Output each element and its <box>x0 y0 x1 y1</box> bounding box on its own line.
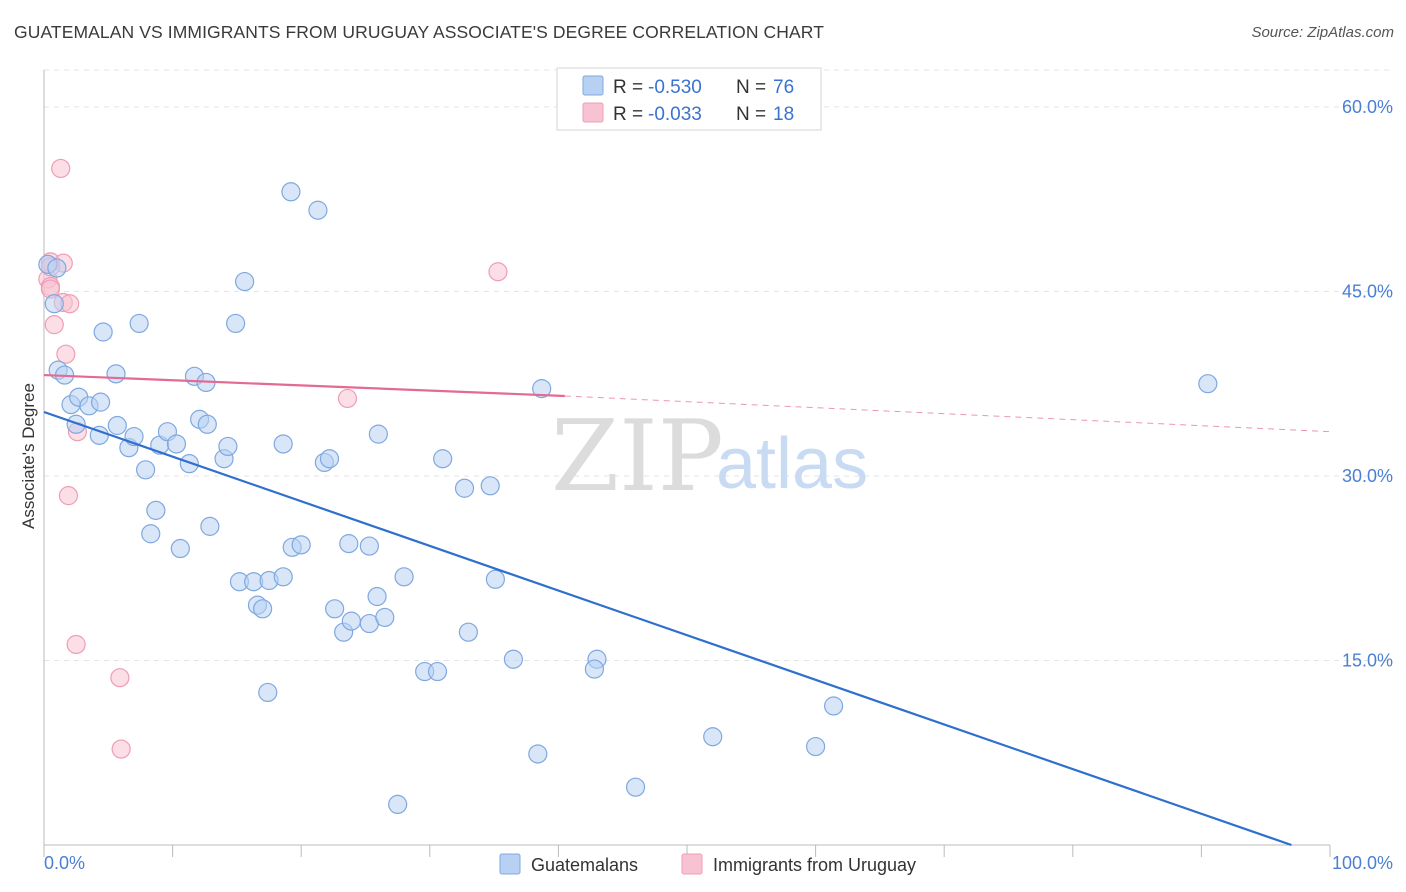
legend-r-value-2: -0.033 <box>648 104 702 125</box>
data-point-guatemalans <box>235 271 255 292</box>
watermark: ZIP atlas <box>551 400 868 514</box>
data-point-guatemalans <box>166 434 187 454</box>
data-point-guatemalans <box>107 415 127 436</box>
data-point-guatemalans <box>325 599 345 619</box>
y-axis-label: Associate's Degree <box>19 383 38 529</box>
data-point-guatemalans <box>359 536 379 556</box>
data-point-uruguay <box>488 262 508 282</box>
y-tick-label: 45.0% <box>1342 281 1393 301</box>
data-point-guatemalans <box>433 449 453 469</box>
data-point-guatemalans <box>47 258 67 278</box>
watermark-atlas: atlas <box>716 424 868 504</box>
data-point-guatemalans <box>454 478 475 498</box>
data-point-guatemalans <box>375 607 395 628</box>
watermark-zip: ZIP <box>551 400 724 514</box>
data-point-guatemalans <box>129 313 149 334</box>
data-point-guatemalans <box>703 727 723 747</box>
bottom-legend-label-guatemalans: Guatemalans <box>531 855 638 875</box>
legend-n-label-2: N = <box>736 104 766 125</box>
data-point-guatemalans <box>824 696 844 716</box>
bottom-legend: Guatemalans Immigrants from Uruguay <box>499 853 916 875</box>
y-tick-labels: 15.0% 30.0% 45.0% 60.0% <box>1342 97 1393 671</box>
data-point-guatemalans <box>93 322 113 342</box>
legend-n-value-1: 76 <box>773 77 794 98</box>
data-point-guatemalans <box>480 476 500 496</box>
bottom-legend-label-uruguay: Immigrants from Uruguay <box>713 855 916 875</box>
data-point-guatemalans <box>44 294 64 314</box>
data-point-guatemalans <box>485 569 505 589</box>
data-point-guatemalans <box>218 436 238 457</box>
data-point-guatemalans <box>528 744 548 764</box>
chart-title: GUATEMALAN VS IMMIGRANTS FROM URUGUAY AS… <box>14 22 825 42</box>
data-point-guatemalans <box>146 500 166 520</box>
legend-swatch-pink <box>582 102 604 123</box>
bottom-legend-swatch-blue <box>499 853 521 875</box>
legend-n-value-2: 18 <box>773 104 794 125</box>
data-point-guatemalans <box>584 659 605 679</box>
data-point-guatemalans <box>308 200 328 220</box>
data-point-guatemalans <box>253 599 273 619</box>
trend-line-uruguay-extrapolated <box>564 395 1331 433</box>
data-point-uruguay <box>111 739 131 759</box>
data-point-guatemalans <box>367 586 387 607</box>
data-point-guatemalans <box>281 182 301 202</box>
data-point-guatemalans <box>341 611 361 631</box>
data-point-guatemalans <box>106 364 126 384</box>
data-point-guatemalans <box>427 661 448 682</box>
data-point-uruguay <box>44 315 64 335</box>
data-point-guatemalans <box>625 777 646 797</box>
data-point-guatemalans <box>226 313 246 334</box>
data-point-uruguay <box>56 344 76 364</box>
x-tick-label-max: 100.0% <box>1332 853 1393 873</box>
data-point-guatemalans <box>394 567 414 587</box>
legend-r-label-2: R = <box>613 104 643 125</box>
y-tick-label: 30.0% <box>1342 466 1393 486</box>
data-point-guatemalans <box>273 567 293 587</box>
data-point-guatemalans <box>135 460 156 480</box>
data-point-guatemalans <box>388 794 408 815</box>
legend-n-label-1: N = <box>736 77 766 98</box>
data-point-guatemalans <box>1198 374 1218 394</box>
y-tick-label: 60.0% <box>1342 97 1393 117</box>
x-ticks <box>43 845 1331 857</box>
data-point-guatemalans <box>458 622 478 642</box>
data-point-guatemalans <box>368 424 388 444</box>
data-point-guatemalans <box>291 535 311 555</box>
data-point-guatemalans <box>258 682 278 703</box>
data-point-guatemalans <box>532 379 552 399</box>
data-point-uruguay <box>337 388 358 409</box>
trend-lines <box>43 373 1331 847</box>
y-tick-label: 15.0% <box>1342 650 1393 670</box>
gridlines <box>44 69 1393 661</box>
data-point-guatemalans <box>805 736 826 757</box>
legend-r-label-1: R = <box>613 77 643 98</box>
data-point-guatemalans <box>319 449 340 469</box>
data-point-guatemalans <box>179 454 199 474</box>
legend-swatch-blue <box>582 75 604 96</box>
bottom-legend-swatch-pink <box>681 853 703 875</box>
data-point-guatemalans <box>200 516 220 536</box>
data-point-guatemalans <box>273 434 293 454</box>
x-tick-label-min: 0.0% <box>44 853 85 873</box>
trend-line-guatemalans <box>43 410 1292 847</box>
data-point-uruguay <box>58 486 79 506</box>
legend-box: R = -0.530 N = 76 R = -0.033 N = 18 <box>556 67 822 131</box>
legend-r-value-1: -0.530 <box>648 77 702 98</box>
trend-line-uruguay <box>43 373 565 398</box>
data-point-guatemalans <box>90 392 111 412</box>
data-point-uruguay <box>51 158 71 179</box>
data-point-guatemalans <box>197 414 217 434</box>
data-point-guatemalans <box>503 649 523 669</box>
source-label: Source: ZipAtlas.com <box>1251 24 1394 41</box>
data-point-guatemalans <box>170 538 190 559</box>
series-guatemalans-points <box>38 182 1218 815</box>
data-point-uruguay <box>66 634 86 655</box>
data-point-guatemalans <box>141 524 161 544</box>
data-point-uruguay <box>110 668 130 688</box>
data-point-guatemalans <box>339 534 359 554</box>
